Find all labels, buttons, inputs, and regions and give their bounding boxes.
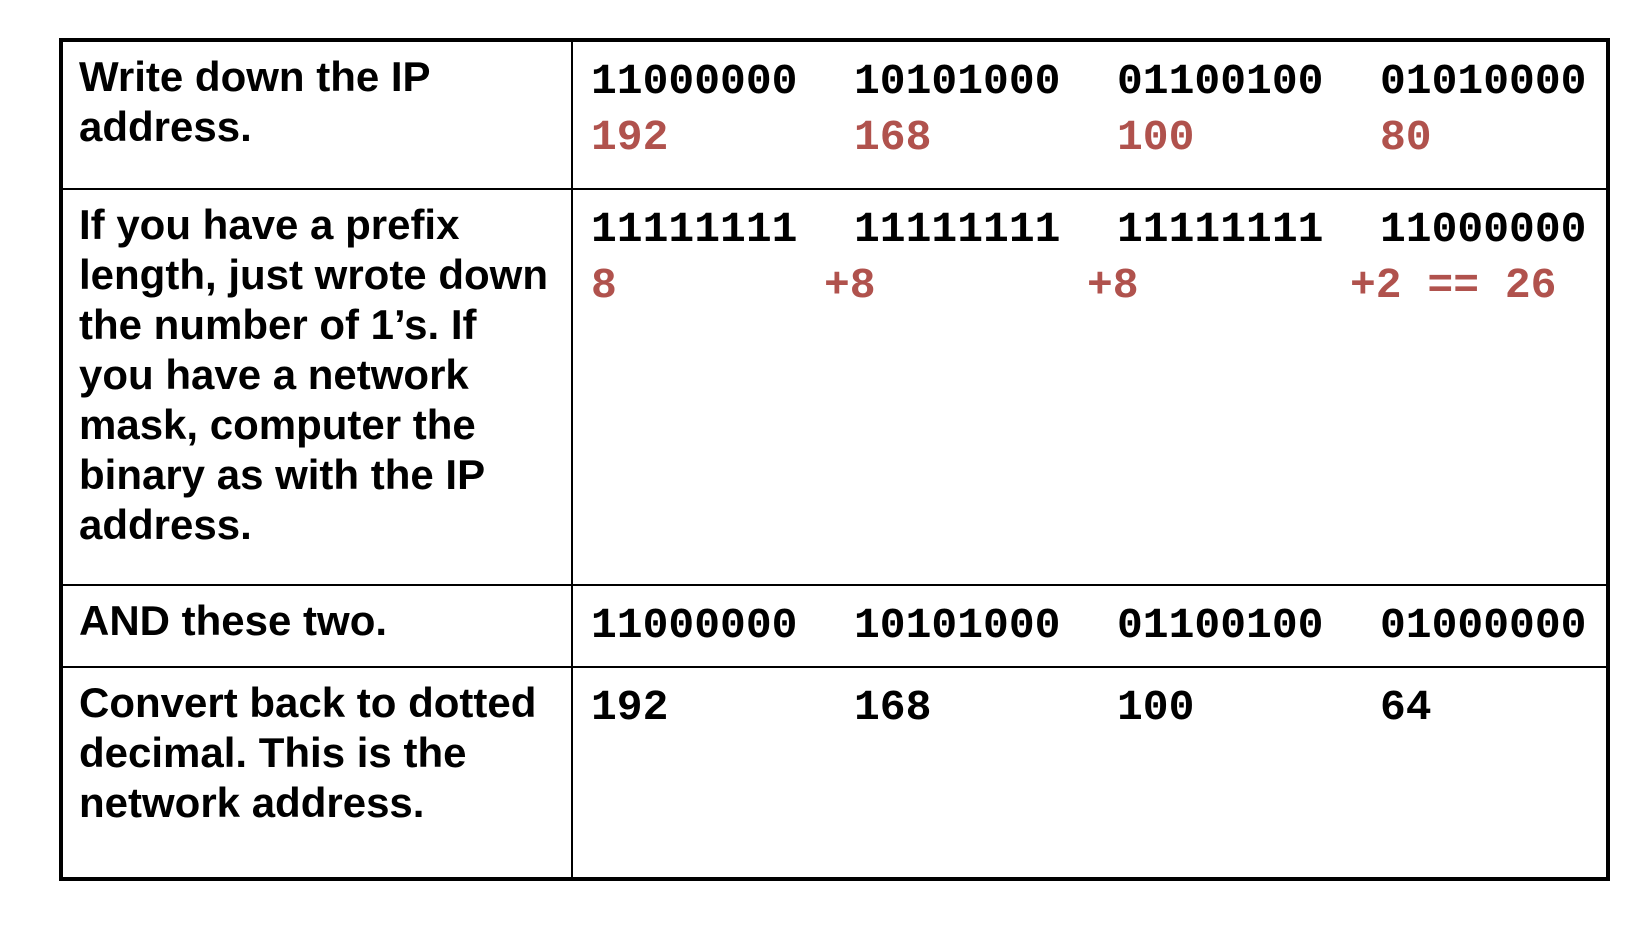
subnet-steps-table: Write down the IP address. 11000000 1010… <box>59 38 1610 881</box>
ip-binary-octet-1: 11000000 <box>591 57 798 106</box>
mask-binary-octet-4: 11000000 <box>1380 205 1587 254</box>
mask-binary-octet-3: 11111111 <box>1117 205 1324 254</box>
and-binary-octet-3: 01100100 <box>1117 601 1324 650</box>
step-instruction: Convert back to dotted decimal. This is … <box>60 666 573 880</box>
prefix-count-line: 8 +8 +8 +2 == 26 <box>591 258 1606 314</box>
table-row: Write down the IP address. 11000000 1010… <box>60 39 1609 190</box>
network-decimal-line: 192 168 100 64 <box>591 680 1606 736</box>
table-row: If you have a prefix length, just wrote … <box>60 188 1609 586</box>
mask-binary-octet-2: 11111111 <box>854 205 1061 254</box>
network-address-work: 192 168 100 64 <box>571 666 1609 880</box>
table-row: AND these two. 11000000 10101000 0110010… <box>60 584 1609 668</box>
and-result-work: 11000000 10101000 01100100 01000000 <box>571 584 1609 668</box>
and-binary-octet-2: 10101000 <box>854 601 1061 650</box>
network-decimal-octet-3: 100 <box>1117 683 1195 732</box>
network-decimal-octet-2: 168 <box>854 683 932 732</box>
mask-binary-octet-1: 11111111 <box>591 205 798 254</box>
ip-binary-line: 11000000 10101000 01100100 01010000 <box>591 54 1606 110</box>
ip-decimal-octet-3: 100 <box>1117 113 1195 162</box>
ip-binary-octet-4: 01010000 <box>1380 57 1587 106</box>
network-decimal-octet-4: 64 <box>1380 683 1432 732</box>
mask-binary-line: 11111111 11111111 11111111 11000000 <box>591 202 1606 258</box>
ip-binary-octet-3: 01100100 <box>1117 57 1324 106</box>
and-binary-octet-4: 01000000 <box>1380 601 1587 650</box>
ip-decimal-line: 192 168 100 80 <box>591 110 1606 166</box>
prefix-count-3: +8 <box>1087 261 1139 310</box>
ip-binary-octet-2: 10101000 <box>854 57 1061 106</box>
and-binary-octet-1: 11000000 <box>591 601 798 650</box>
ip-address-work: 11000000 10101000 01100100 01010000 192 … <box>571 39 1609 190</box>
ip-decimal-octet-1: 192 <box>591 113 669 162</box>
step-instruction: AND these two. <box>60 584 573 668</box>
ip-decimal-octet-4: 80 <box>1380 113 1432 162</box>
mask-work: 11111111 11111111 11111111 11000000 8 +8… <box>571 188 1609 586</box>
prefix-count-1: 8 <box>591 261 617 310</box>
network-decimal-octet-1: 192 <box>591 683 669 732</box>
step-instruction: If you have a prefix length, just wrote … <box>60 188 573 586</box>
step-instruction: Write down the IP address. <box>60 39 573 190</box>
prefix-count-2: +8 <box>824 261 876 310</box>
and-binary-line: 11000000 10101000 01100100 01000000 <box>591 598 1606 654</box>
table-row: Convert back to dotted decimal. This is … <box>60 666 1609 880</box>
prefix-count-total: +2 == 26 <box>1350 261 1557 310</box>
ip-decimal-octet-2: 168 <box>854 113 932 162</box>
